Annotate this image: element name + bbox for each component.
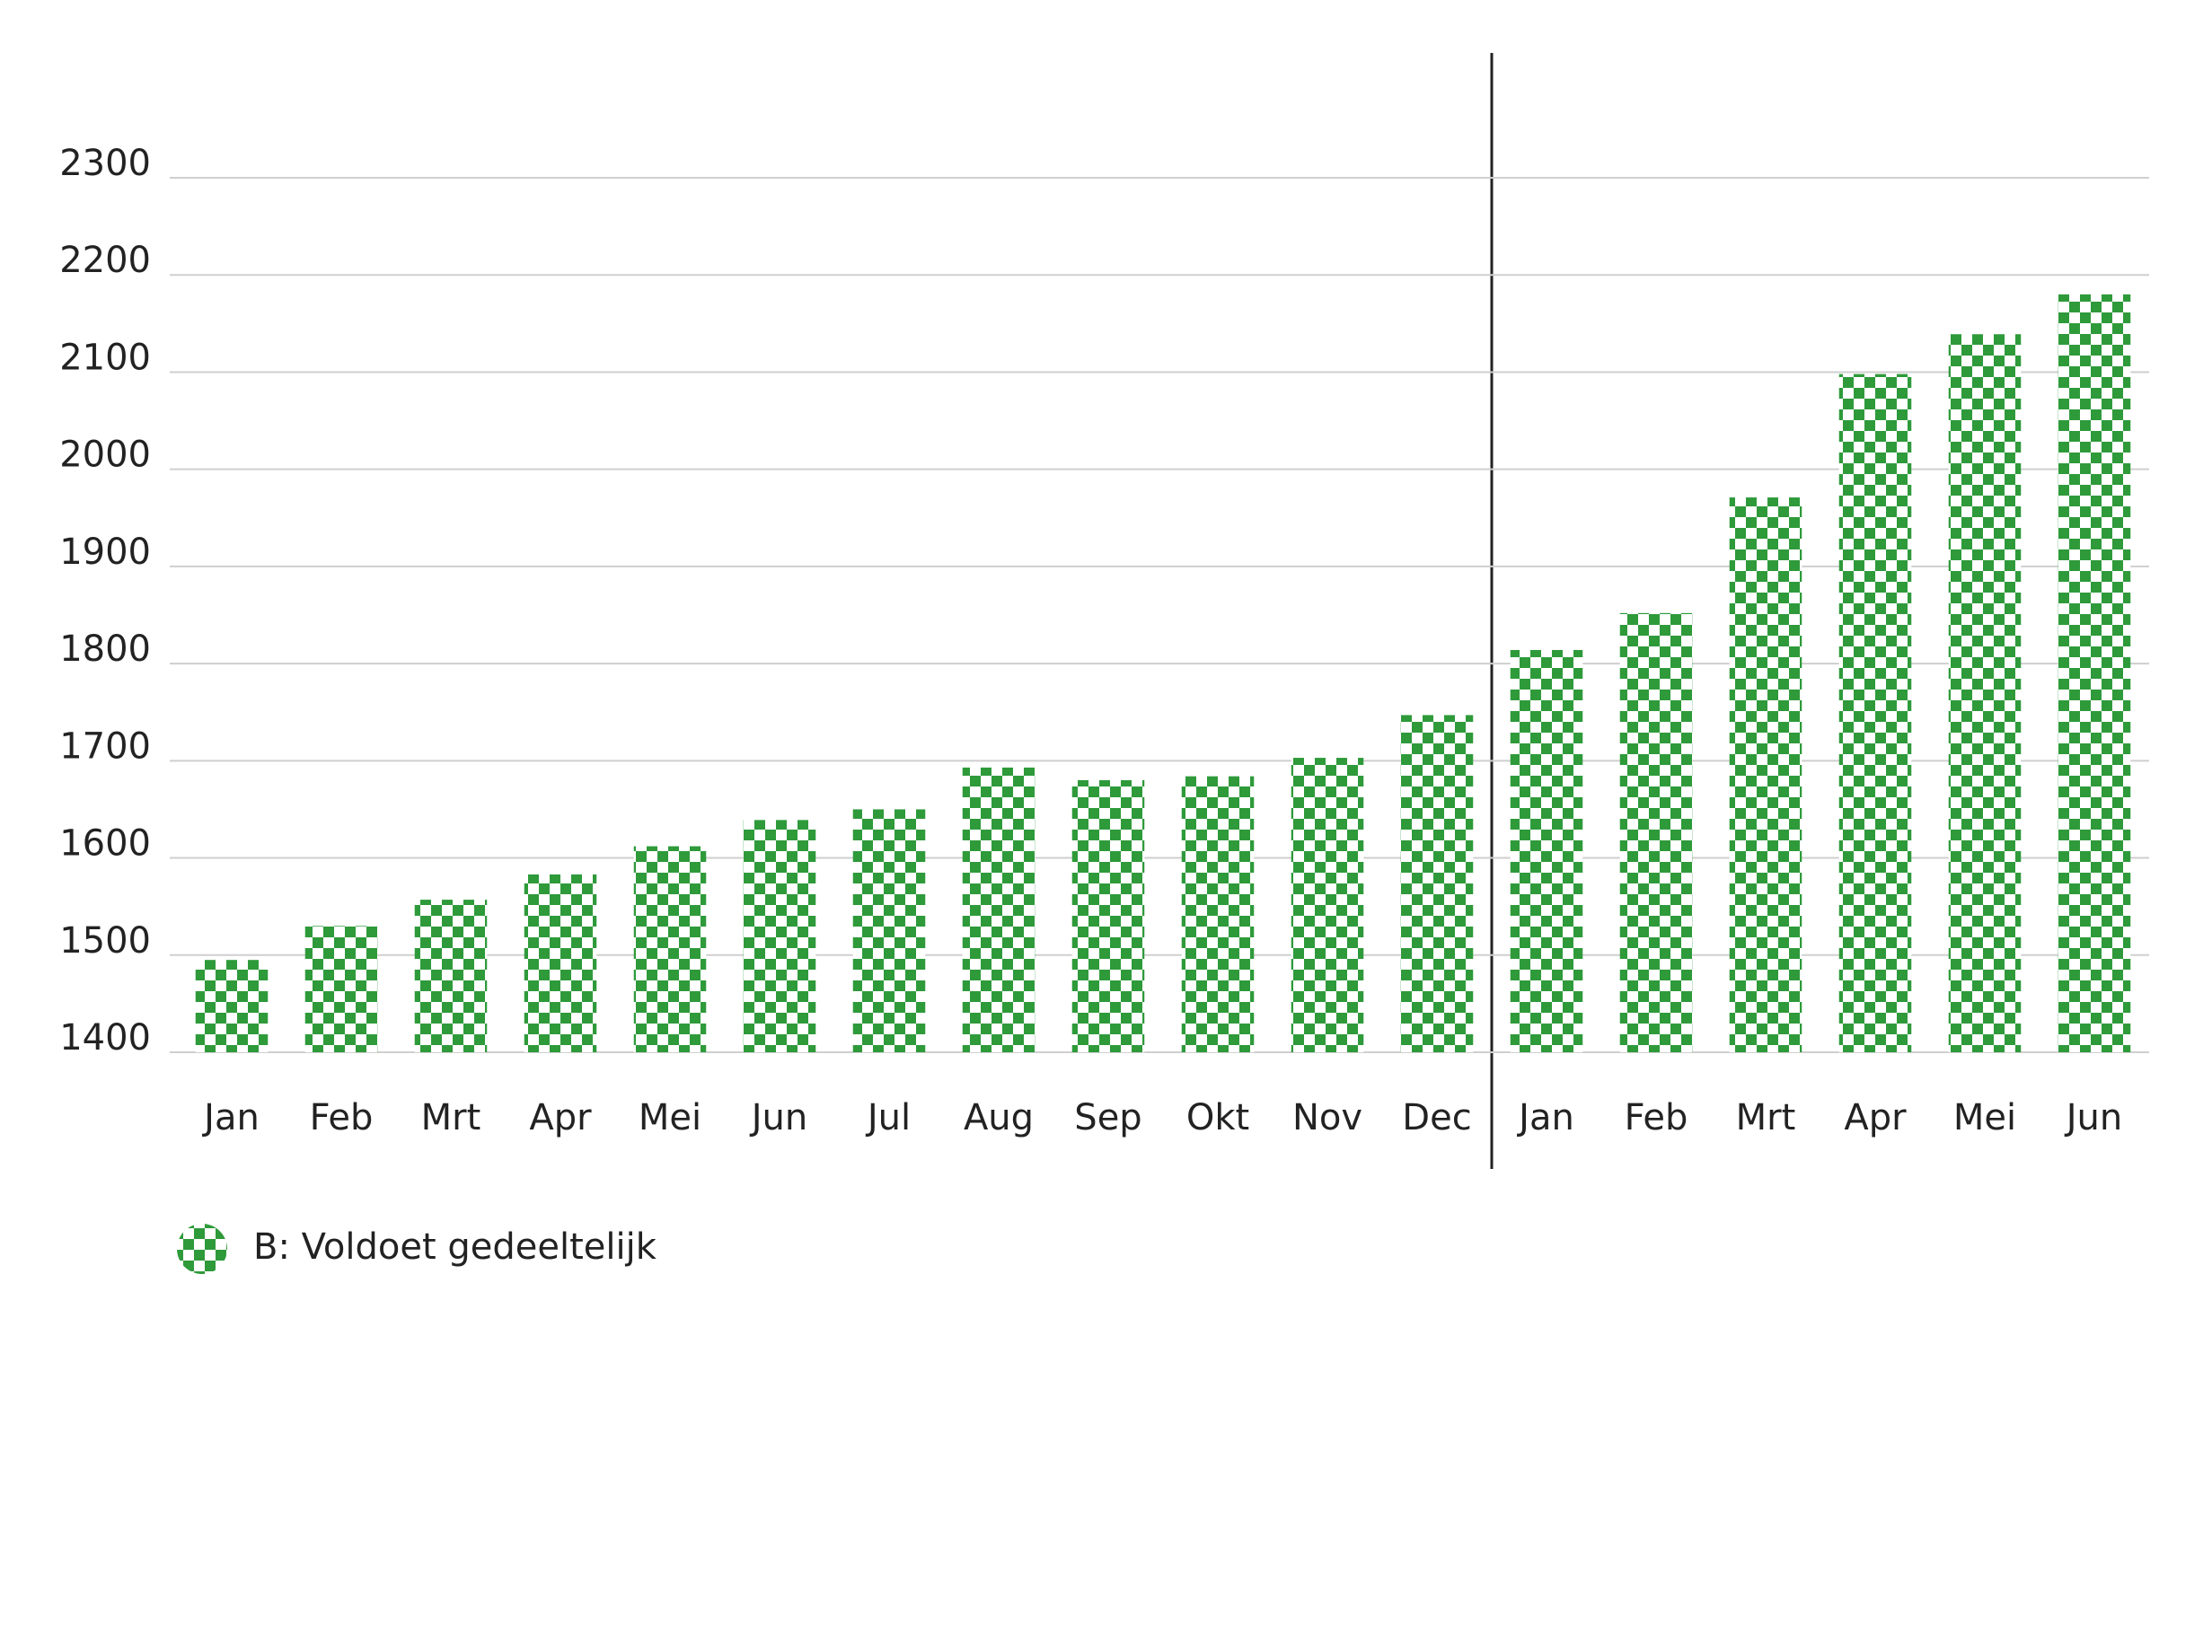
- x-tick-label: Mrt: [421, 1097, 481, 1138]
- y-tick-label: 1600: [59, 823, 151, 865]
- x-tick-label: Feb: [1625, 1097, 1688, 1138]
- x-tick-label: Jan: [201, 1097, 260, 1138]
- y-tick-label: 2200: [59, 240, 151, 281]
- y-tick-label: 2000: [59, 435, 151, 476]
- bar: [1948, 334, 2022, 1052]
- x-tick-label: Sep: [1074, 1097, 1141, 1138]
- y-tick-label: 2100: [59, 337, 151, 378]
- x-tick-label: Mei: [639, 1097, 701, 1138]
- x-tick-label: Jul: [865, 1097, 911, 1138]
- y-tick-label: 1400: [59, 1017, 151, 1059]
- bar: [304, 926, 378, 1052]
- x-tick-label: Dec: [1402, 1097, 1471, 1138]
- x-tick-label: Feb: [310, 1097, 374, 1138]
- bar: [1071, 779, 1145, 1052]
- bar: [1400, 715, 1474, 1052]
- x-tick-label: Aug: [964, 1097, 1034, 1138]
- bar: [1181, 776, 1255, 1052]
- x-tick-label: Jan: [1516, 1097, 1574, 1138]
- x-tick-label: Jun: [749, 1097, 808, 1138]
- x-tick-label: Okt: [1186, 1097, 1249, 1138]
- y-tick-label: 1700: [59, 725, 151, 767]
- bar: [633, 846, 707, 1052]
- bar: [1729, 497, 1802, 1052]
- bar: [1291, 758, 1364, 1052]
- bar: [962, 767, 1035, 1052]
- bar: [1838, 373, 1912, 1052]
- legend-swatch: [177, 1224, 227, 1274]
- x-tick-label: Jun: [2064, 1097, 2123, 1138]
- y-tick-label: 1500: [59, 920, 151, 962]
- bar: [195, 960, 269, 1052]
- x-tick-label: Apr: [1844, 1097, 1907, 1138]
- bar: [414, 900, 488, 1052]
- x-tick-label: Mei: [1953, 1097, 2016, 1138]
- bar: [1510, 649, 1583, 1052]
- x-tick-label: Mrt: [1736, 1097, 1796, 1138]
- bar: [852, 809, 926, 1052]
- bar: [2058, 294, 2131, 1052]
- bar: [524, 874, 597, 1052]
- bar: [743, 820, 816, 1052]
- y-tick-label: 2300: [59, 143, 151, 184]
- x-tick-label: Nov: [1292, 1097, 1362, 1138]
- y-tick-label: 1800: [59, 628, 151, 670]
- legend-label: B: Voldoet gedeeltelijk: [253, 1226, 657, 1268]
- y-tick-label: 1900: [59, 532, 151, 573]
- x-tick-label: Apr: [529, 1097, 592, 1138]
- bar: [1619, 612, 1693, 1052]
